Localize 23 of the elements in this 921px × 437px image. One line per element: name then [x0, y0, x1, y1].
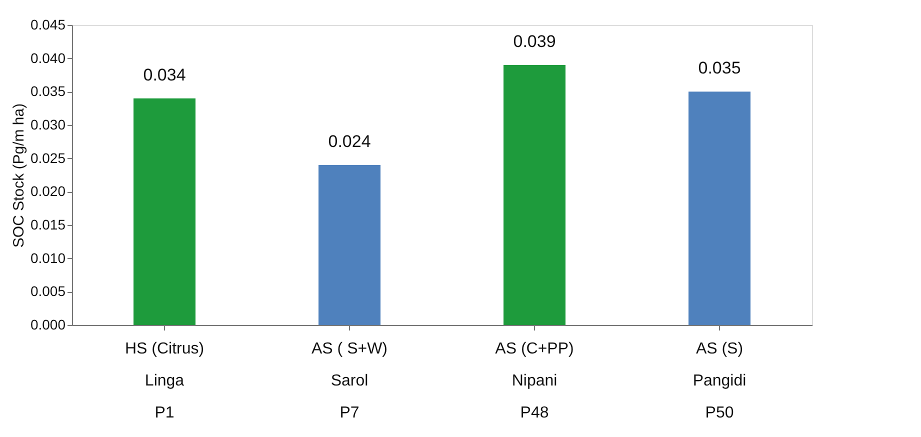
- bar: [504, 65, 566, 325]
- y-tick-label: 0.045: [30, 16, 66, 32]
- x-tick-label: HS (Citrus) Linga P1: [124, 340, 204, 422]
- x-tick-label: AS (S) Pangidi P50: [692, 340, 746, 422]
- data-label: 0.034: [143, 65, 186, 84]
- y-tick-label: 0.000: [30, 316, 66, 332]
- y-tick-label: 0.020: [30, 183, 66, 200]
- y-tick-label: 0.010: [30, 250, 66, 266]
- y-tick-label: 0.005: [30, 283, 66, 300]
- y-tick-label: 0.015: [30, 216, 66, 232]
- data-label: 0.024: [328, 132, 371, 151]
- y-tick-label: 0.030: [30, 116, 66, 132]
- x-tick-label: AS (C+PP) Nipani P48: [495, 340, 574, 422]
- data-label: 0.035: [698, 58, 741, 78]
- y-tick-label: 0.040: [30, 50, 66, 66]
- x-tick-label: AS ( S+W) Sarol P7: [311, 340, 388, 422]
- bar: [688, 92, 750, 325]
- data-label: 0.039: [513, 32, 556, 51]
- bar: [318, 165, 380, 325]
- bar: [134, 98, 196, 325]
- y-tick-label: 0.035: [30, 83, 66, 100]
- y-tick-label: 0.025: [30, 150, 66, 166]
- y-axis-title: SOC Stock (Pg/m ha): [10, 103, 28, 248]
